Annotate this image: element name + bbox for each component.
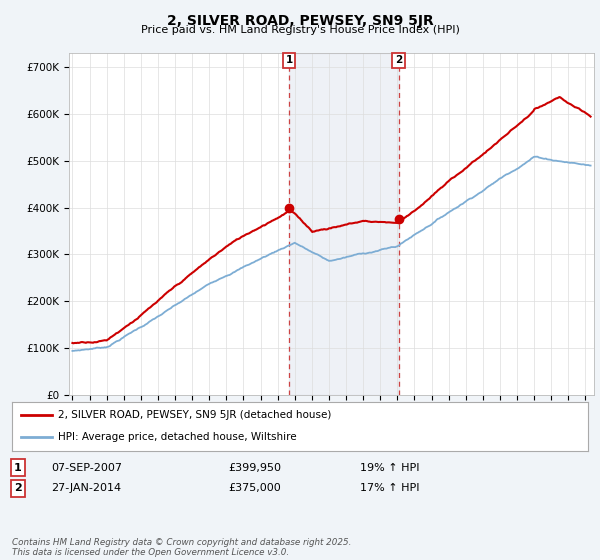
Text: 2: 2 — [14, 483, 22, 493]
Text: 07-SEP-2007: 07-SEP-2007 — [51, 463, 122, 473]
Text: Contains HM Land Registry data © Crown copyright and database right 2025.
This d: Contains HM Land Registry data © Crown c… — [12, 538, 352, 557]
Text: 27-JAN-2014: 27-JAN-2014 — [51, 483, 121, 493]
Text: 2: 2 — [395, 55, 403, 65]
Text: £375,000: £375,000 — [228, 483, 281, 493]
Text: 1: 1 — [14, 463, 22, 473]
Text: 17% ↑ HPI: 17% ↑ HPI — [360, 483, 419, 493]
Text: 2, SILVER ROAD, PEWSEY, SN9 5JR: 2, SILVER ROAD, PEWSEY, SN9 5JR — [167, 14, 433, 28]
Text: HPI: Average price, detached house, Wiltshire: HPI: Average price, detached house, Wilt… — [58, 432, 297, 442]
Bar — [289, 53, 399, 395]
Text: £399,950: £399,950 — [228, 463, 281, 473]
Text: Price paid vs. HM Land Registry's House Price Index (HPI): Price paid vs. HM Land Registry's House … — [140, 25, 460, 35]
Text: 19% ↑ HPI: 19% ↑ HPI — [360, 463, 419, 473]
Text: 1: 1 — [286, 55, 293, 65]
Text: 2, SILVER ROAD, PEWSEY, SN9 5JR (detached house): 2, SILVER ROAD, PEWSEY, SN9 5JR (detache… — [58, 410, 331, 421]
